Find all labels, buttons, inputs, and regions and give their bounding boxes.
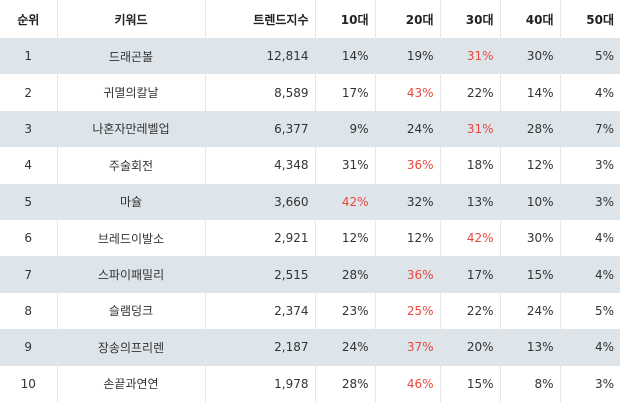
column-header: 키워드 (57, 0, 206, 38)
table-row: 9 장송의프리렌 2,187 24% 37% 20% 13% 4% (0, 329, 620, 366)
table-cell: 22% (440, 292, 501, 330)
table-cell: 46% (375, 365, 441, 402)
table-cell: 1,978 (205, 365, 316, 402)
column-header: 트렌드지수 (205, 0, 316, 38)
table-cell: 주술회전 (57, 147, 206, 184)
table-row: 2 귀멸의칼날 8,589 17% 43% 22% 14% 4% (0, 74, 620, 111)
table-cell: 4% (594, 85, 614, 100)
table-cell: 2,921 (205, 219, 316, 257)
table-cell: 5% (594, 303, 614, 318)
table-cell: 3% (594, 158, 614, 173)
table-cell: 42% (440, 219, 501, 257)
table-cell: 3% (560, 183, 620, 220)
table-cell: 마슐 (57, 183, 206, 220)
table-cell: 17% (440, 256, 501, 293)
table-cell: 37% (375, 329, 441, 366)
table-row: 7 스파이패밀리 2,515 28% 36% 17% 15% 4% (0, 256, 620, 293)
table-cell: 12% (315, 219, 376, 257)
table-cell: 15% (500, 256, 561, 293)
table-cell: 7 (0, 256, 58, 293)
table-cell: 4 (0, 147, 58, 184)
table-cell: 6,377 (205, 110, 316, 148)
table-cell: 4% (560, 329, 620, 366)
table-row: 6 브레드이발소 2,921 12% 12% 42% 30% 4% (0, 219, 620, 257)
table-cell: 1 (0, 38, 58, 75)
table-cell: 12,814 (205, 38, 316, 75)
table-cell: 28% (500, 110, 561, 148)
table-cell: 4% (560, 256, 620, 293)
table-row: 8 슬램덩크 2,374 23% 25% 22% 24% 5% (0, 292, 620, 330)
table-cell: 9% (315, 110, 376, 148)
table-cell: 5 (0, 183, 58, 220)
table-cell: 42% (315, 183, 376, 220)
table-cell: 2,187 (205, 329, 316, 366)
table-cell: 43% (375, 74, 441, 111)
table-cell: 30% (500, 38, 561, 75)
table-cell: 드래곤볼 (57, 38, 206, 75)
table-cell: 14% (315, 38, 376, 75)
table-cell: 28% (315, 256, 376, 293)
table-row: 3 나혼자만레벨업 6,377 9% 24% 31% 28% 7% (0, 110, 620, 148)
table-cell: 28% (315, 365, 376, 402)
table-cell: 9 (0, 329, 58, 366)
column-header: 20대 (375, 0, 441, 38)
table-cell: 32% (375, 183, 441, 220)
table-cell: 36% (375, 147, 441, 184)
table-cell: 장송의프리렌 (57, 329, 206, 366)
table-cell: 18% (440, 147, 501, 184)
table-cell: 2,515 (205, 256, 316, 293)
table-cell: 30% (500, 219, 561, 257)
table-cell: 나혼자만레벨업 (57, 110, 206, 148)
column-header: 50대 (560, 0, 620, 38)
table-cell: 4,348 (205, 147, 316, 184)
table-cell: 6 (0, 219, 58, 257)
table-row: 4 주술회전 4,348 31% 36% 18% 12% 3% (0, 147, 620, 184)
table-cell: 2,374 (205, 292, 316, 330)
table-cell: 4% (594, 231, 614, 246)
table-cell: 3 (0, 110, 58, 148)
table-cell: 7% (560, 110, 620, 148)
table-cell: 24% (375, 110, 441, 148)
table-cell: 5% (560, 38, 620, 75)
table-cell: 스파이패밀리 (57, 256, 206, 293)
table-cell: 10 (0, 365, 58, 402)
table-cell: 슬램덩크 (57, 292, 206, 330)
column-header: 30대 (440, 0, 501, 38)
table-cell: 20% (440, 329, 501, 366)
table-cell: 10% (500, 183, 561, 220)
table-cell: 31% (440, 38, 501, 75)
table-cell: 15% (440, 365, 501, 402)
table-cell: 12% (500, 147, 561, 184)
table-cell: 23% (315, 292, 376, 330)
table-cell: 13% (440, 183, 501, 220)
column-header: 40대 (500, 0, 561, 38)
table-cell: 22% (440, 74, 501, 111)
table-cell: 24% (500, 292, 561, 330)
table-cell: 31% (440, 110, 501, 148)
table-cell: 19% (375, 38, 441, 75)
table-cell: 2 (0, 74, 58, 111)
table-cell: 브레드이발소 (57, 219, 206, 257)
table-cell: 24% (315, 329, 376, 366)
table-cell: 17% (315, 74, 376, 111)
table-row: 1 드래곤볼 12,814 14% 19% 31% 30% 5% (0, 38, 620, 75)
table-cell: 귀멸의칼날 (57, 74, 206, 111)
table-cell: 8,589 (205, 74, 316, 111)
table-cell: 3,660 (205, 183, 316, 220)
table-cell: 손끝과연연 (57, 365, 206, 402)
column-header: 순위 (0, 0, 58, 38)
table-cell: 8 (0, 292, 58, 330)
table-cell: 8% (500, 365, 561, 402)
table-cell: 31% (315, 147, 376, 184)
table-cell: 3% (594, 376, 614, 391)
table-row: 5 마슐 3,660 42% 32% 13% 10% 3% (0, 183, 620, 220)
table-cell: 12% (375, 219, 441, 257)
table-cell: 25% (375, 292, 441, 330)
table-cell: 36% (375, 256, 441, 293)
column-header: 10대 (315, 0, 376, 38)
table-cell: 13% (500, 329, 561, 366)
table-cell: 14% (500, 74, 561, 111)
table-row: 10 손끝과연연 1,978 28% 46% 15% 8% 3% (0, 365, 620, 402)
